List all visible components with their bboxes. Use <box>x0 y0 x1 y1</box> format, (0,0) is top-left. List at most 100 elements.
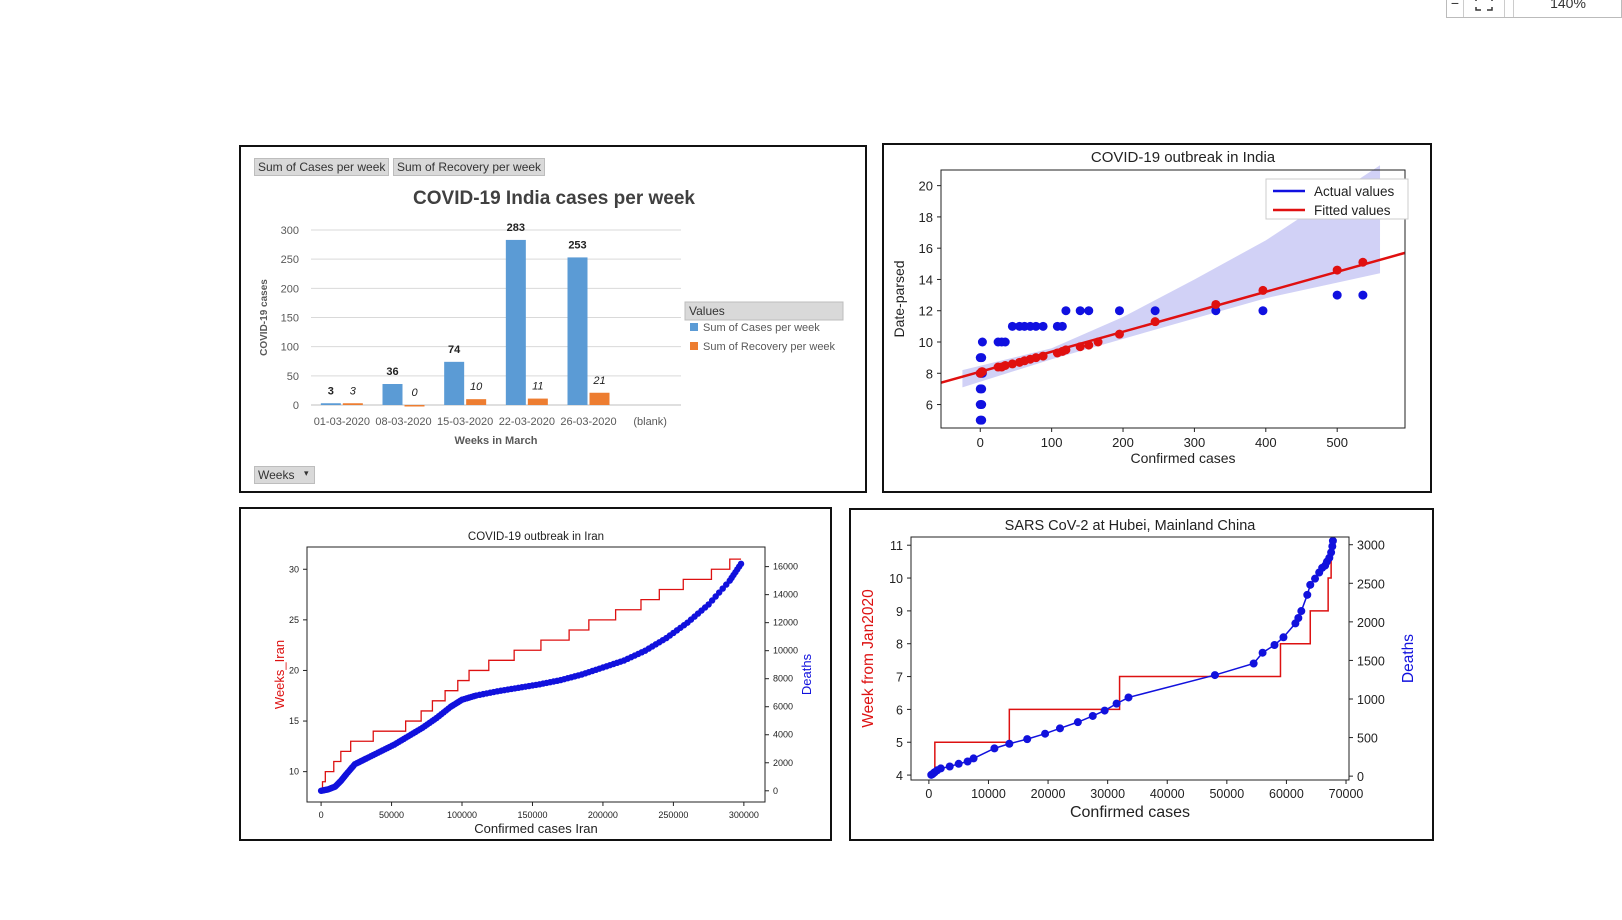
y2-axis-label: Deaths <box>1400 634 1417 683</box>
chart-title: SARS CoV-2 at Hubei, Mainland China <box>1005 518 1257 534</box>
y-tick-label: 6 <box>926 398 933 413</box>
legend-title: Values <box>689 304 725 318</box>
x-tick-label: 50000 <box>1209 787 1244 801</box>
actual-point <box>1258 306 1268 316</box>
zoom-out-button[interactable]: − <box>1447 0 1464 17</box>
deaths-point <box>1005 739 1014 748</box>
x-tick-label: 20000 <box>1031 787 1066 801</box>
y-tick-label: 8 <box>896 638 903 652</box>
legend-entry: Sum of Cases per week <box>703 322 820 334</box>
bar-cases <box>382 384 403 405</box>
y-tick-label: 20 <box>289 665 299 675</box>
y-tick-label: 20 <box>919 179 933 194</box>
x-tick-label: 0 <box>977 435 984 450</box>
y-tick-label: 0 <box>293 400 299 412</box>
actual-point <box>977 337 987 347</box>
y-tick-label: 6 <box>896 703 903 717</box>
fitted-point <box>1007 359 1017 369</box>
x-tick-label: 400 <box>1255 435 1277 450</box>
data-label-recovery: 3 <box>350 385 357 397</box>
x-tick-label: 01-03-2020 <box>314 416 370 428</box>
data-label-recovery: 11 <box>532 381 543 393</box>
y2-tick-label: 8000 <box>773 674 793 684</box>
y2-tick-label: 12000 <box>773 618 798 628</box>
y-tick-label: 4 <box>896 769 903 783</box>
actual-point <box>1075 306 1085 316</box>
deaths-point <box>1124 693 1133 702</box>
actual-point <box>1084 306 1094 316</box>
chart-title: COVID-19 India cases per week <box>413 188 695 209</box>
x-tick-label: 50000 <box>379 810 404 820</box>
deaths-point <box>1023 735 1032 744</box>
deaths-point <box>1055 724 1064 733</box>
y-axis-label: Date-parsed <box>891 260 907 337</box>
fitted-point <box>1061 345 1071 355</box>
y-tick-label: 300 <box>281 225 299 237</box>
deaths-point <box>1327 548 1336 557</box>
data-label-cases: 283 <box>507 222 525 234</box>
y-tick-label: 7 <box>896 671 903 685</box>
bar-cases <box>505 239 526 405</box>
x-tick-label: 40000 <box>1150 787 1185 801</box>
deaths-point <box>1279 633 1288 642</box>
x-tick-label: 30000 <box>1090 787 1125 801</box>
bar-recovery <box>404 405 425 407</box>
actual-point <box>1114 306 1124 316</box>
chart-panel-iran: COVID-19 outbreak in Iran 0 50000 100000 150… <box>239 507 832 841</box>
zoom-level[interactable]: 140% <box>1550 0 1586 11</box>
pivot-field-recovery-button[interactable]: Sum of Recovery per week <box>393 158 546 176</box>
y-tick-label: 150 <box>281 313 299 325</box>
chevron-down-icon: ▾ <box>303 468 309 478</box>
deaths-point <box>1088 711 1097 720</box>
y-axis-label: COVID-19 cases <box>259 279 270 356</box>
y-tick-label: 14 <box>919 272 933 287</box>
x-tick-label: 70000 <box>1329 787 1364 801</box>
fitted-point <box>1150 317 1160 327</box>
y-axis-label: Weeks_Iran <box>272 640 287 709</box>
bar-recovery <box>342 403 363 405</box>
y2-tick-label: 10000 <box>773 646 798 656</box>
fitted-point <box>1258 285 1268 295</box>
deaths-point <box>1249 659 1258 668</box>
y-tick-label: 12 <box>919 304 933 319</box>
y2-tick-label: 6000 <box>773 702 793 712</box>
actual-point <box>1061 306 1071 316</box>
fitted-point <box>1332 265 1342 275</box>
actual-point <box>977 415 987 425</box>
x-tick-label: 300000 <box>729 810 759 820</box>
y-tick-label: 250 <box>281 254 299 266</box>
weeks-filter-label: Weeks <box>258 468 295 482</box>
fitted-point <box>1031 353 1041 363</box>
y-tick-label: 9 <box>896 605 903 619</box>
fitted-point <box>1211 299 1221 309</box>
scatter-chart-svg: COVID-19 outbreak in India 0 100 200 300 400 5… <box>891 149 1409 466</box>
fitted-point <box>1075 342 1085 352</box>
bar-cases <box>444 361 465 405</box>
legend-entry: Sum of Recovery per week <box>703 341 836 353</box>
y2-tick-label: 0 <box>1357 770 1364 784</box>
y-axis-label: Week from Jan2020 <box>860 589 877 728</box>
y-tick-label: 100 <box>281 342 299 354</box>
deaths-point <box>1303 590 1312 599</box>
actual-point <box>1150 306 1160 316</box>
x-tick-label: 200000 <box>588 810 618 820</box>
x-tick-label: 0 <box>319 810 324 820</box>
deaths-point <box>954 759 963 768</box>
x-tick-label: 250000 <box>658 810 688 820</box>
fit-screen-icon[interactable] <box>1464 0 1505 17</box>
bar-chart-svg: COVID-19 India cases per week05010015020… <box>259 188 844 447</box>
toolbar-divider <box>1505 0 1514 17</box>
chart-title: COVID-19 outbreak in India <box>1091 149 1276 166</box>
y-tick-label: 10 <box>889 572 903 586</box>
legend-swatch <box>690 323 698 331</box>
deaths-point <box>1210 671 1219 680</box>
weeks-filter-button[interactable]: Weeks ▾ <box>254 466 316 484</box>
y2-tick-label: 3000 <box>1357 539 1385 553</box>
data-label-recovery: 21 <box>592 375 605 387</box>
plot-frame <box>306 546 766 803</box>
pivot-field-cases-button[interactable]: Sum of Cases per week <box>254 158 390 176</box>
chart-panel-india-scatter: COVID-19 outbreak in India 0 100 200 300 400 5… <box>882 143 1432 493</box>
deaths-point <box>1328 536 1337 545</box>
bar-cases <box>567 257 588 405</box>
